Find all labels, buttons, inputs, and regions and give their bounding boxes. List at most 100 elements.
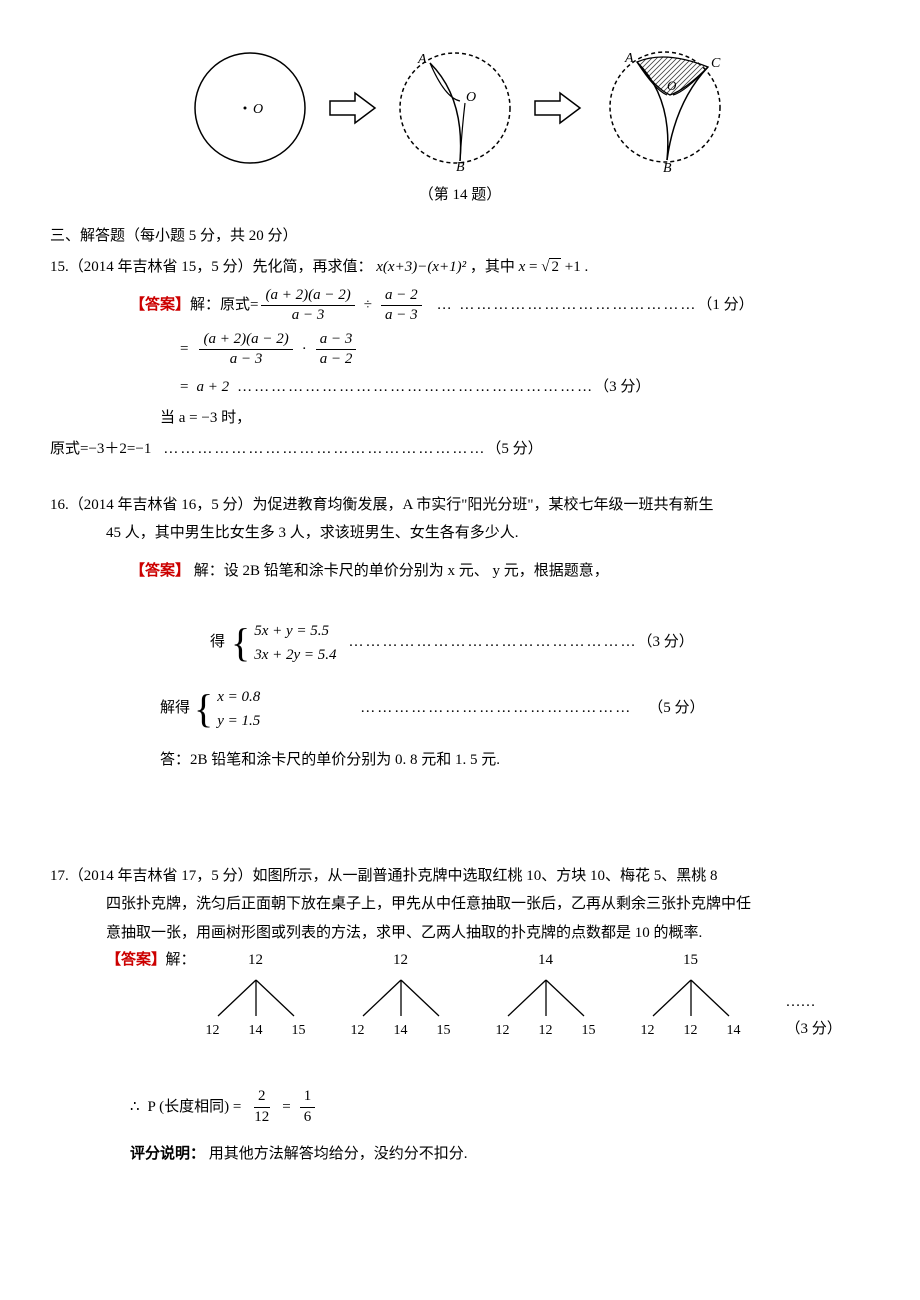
section-3-heading: 三、解答题（每小题 5 分，共 20 分）: [50, 224, 870, 245]
label-o: O: [253, 102, 263, 117]
q16-solve-dots: …………………………………………: [360, 695, 632, 722]
q15-prefix: 15.（2014 年吉林省 15，5 分）先化简，再求值：: [50, 259, 373, 275]
brace-icon-2: {: [194, 689, 213, 729]
circle-1-svg: O: [185, 43, 315, 173]
q15-score1: （1 分）: [697, 292, 753, 319]
q16-brace-content: 5x + y = 5.5 3x + 2y = 5.4: [254, 619, 336, 667]
q15-step3: = a + 2 ……………………………………………………… （3 分）: [50, 374, 870, 401]
q15-cond-prefix: ，其中: [470, 259, 519, 275]
tree-2: 12 12 14 15: [351, 947, 451, 1043]
tree-2-leaves: 12 14 15: [351, 1018, 451, 1043]
tree-3-leaves: 12 12 15: [496, 1018, 596, 1043]
answer-label-16: 【答案】: [130, 563, 190, 579]
tree-1-branches: [206, 978, 306, 1018]
q15-dots1: … ……………………………………: [437, 292, 698, 319]
q17-prob-frac1: 2 12: [250, 1087, 273, 1127]
arrow-1: [325, 83, 380, 133]
q15-eq2: =: [180, 336, 188, 363]
q17-prob-eq: =: [282, 1094, 290, 1121]
q17-prob-frac2: 1 6: [300, 1087, 316, 1127]
q16-sol1: x = 0.8: [217, 685, 260, 709]
q15-final-prefix: 原式=−3＋2=−1: [50, 436, 151, 463]
label-b-2: B: [456, 160, 465, 173]
q16-answer-text: 答：2B 铅笔和涂卡尺的单价分别为 0. 8 元和 1. 5 元.: [50, 747, 870, 774]
tree-1-top: 12: [248, 947, 263, 974]
q15-dots3: ………………………………………………………: [237, 374, 594, 401]
q15-div: ÷: [364, 292, 372, 319]
q16-sys-dots: ……………………………………………: [349, 629, 638, 656]
tree-diagram: 12 12 14 15 12: [206, 947, 870, 1043]
q16-solve-brace: { x = 0.8 y = 1.5: [194, 685, 260, 733]
q15-when: 当 a = −3 时，: [50, 405, 870, 432]
q16-sol2: y = 1.5: [217, 709, 260, 733]
q17-answer-row: 【答案】 解： 12 12 14 15 12: [50, 947, 870, 1043]
tree-3-top: 14: [538, 947, 553, 974]
q16-sys-label: 得: [210, 629, 225, 656]
brace-icon: {: [231, 623, 250, 663]
label-o-3: O: [667, 78, 677, 93]
q15-expr: x(x+3)−(x+1)²: [376, 259, 466, 275]
q15-cond-var: x: [519, 259, 526, 275]
q15-eq3: =: [180, 374, 188, 401]
tree-1-leaves: 12 14 15: [206, 1018, 306, 1043]
q17-probability: ∴ P (长度相同) = 2 12 = 1 6: [130, 1087, 870, 1127]
tree-4-top: 15: [683, 947, 698, 974]
q16-solve: 解得 { x = 0.8 y = 1.5 ………………………………………… （5…: [50, 685, 870, 733]
q15-step1: 【答案】 解：原式= (a + 2)(a − 2) a − 3 ÷ a − 2 …: [50, 286, 870, 326]
q17-line2: 四张扑克牌，洗匀后正面朝下放在桌子上，甲先从中任意抽取一张后，乙再从剩余三张扑克…: [50, 890, 870, 919]
circle-2-svg: A B O: [390, 43, 520, 173]
tree-1: 12 12 14 15: [206, 947, 306, 1043]
q16-solve-label: 解得: [160, 695, 190, 722]
q16-setup: 解：设 2B 铅笔和涂卡尺的单价分别为 x 元、 y 元，根据题意，: [194, 563, 609, 579]
tree-2-top: 12: [393, 947, 408, 974]
q17-line1: 17.（2014 年吉林省 17，5 分）如图所示，从一副普通扑克牌中选取红桃 …: [50, 862, 870, 891]
question-17: 17.（2014 年吉林省 17，5 分）如图所示，从一副普通扑克牌中选取红桃 …: [50, 862, 870, 1169]
q16-solve-score: （5 分）: [648, 695, 704, 722]
q17-remark: 评分说明： 用其他方法解答均给分，没约分不扣分.: [130, 1141, 870, 1168]
q15-cond-tail: +1 .: [565, 259, 588, 275]
q16-line2: 45 人，其中男生比女生多 3 人，求该班男生、女生各有多少人.: [50, 519, 870, 548]
q16-line1: 16.（2014 年吉林省 16，5 分）为促进教育均衡发展，A 市实行"阳光分…: [50, 491, 870, 520]
label-o-2: O: [466, 90, 476, 105]
question-16: 16.（2014 年吉林省 16，5 分）为促进教育均衡发展，A 市实行"阳光分…: [50, 491, 870, 774]
label-a-3: A: [624, 51, 634, 66]
q16-solve-content: x = 0.8 y = 1.5: [217, 685, 260, 733]
q16-brace: { 5x + y = 5.5 3x + 2y = 5.4: [231, 619, 337, 667]
answer-label-17: 【答案】: [106, 947, 166, 974]
figure-14-diagram: O A B O A C B O: [50, 40, 870, 175]
q15-step3-val: a + 2: [196, 374, 229, 401]
answer-label: 【答案】: [130, 292, 190, 319]
q15-frac1: (a + 2)(a − 2) a − 3: [261, 286, 354, 326]
tree-4: 15 12 12 14: [641, 947, 741, 1043]
q16-sys-score: （3 分）: [638, 629, 694, 656]
tree-4-leaves: 12 12 14: [641, 1018, 741, 1043]
remark-label: 评分说明：: [130, 1146, 205, 1162]
q15-frac2: a − 2 a − 3: [381, 286, 422, 326]
label-a-2: A: [417, 52, 427, 67]
q15-cond-eq: =: [529, 259, 541, 275]
q15-sqrt: 2: [541, 253, 561, 282]
question-15: 15.（2014 年吉林省 15，5 分）先化简，再求值： x(x+3)−(x+…: [50, 253, 870, 463]
circle-3-svg: A C B O: [595, 40, 735, 175]
q17-line3: 意抽取一张，用画树形图或列表的方法，求甲、乙两人抽取的扑克牌的点数都是 10 的…: [50, 919, 870, 948]
tree-3-branches: [496, 978, 596, 1018]
q15-frac4: a − 3 a − 2: [316, 330, 357, 370]
tree-2-branches: [351, 978, 451, 1018]
q15-step1-prefix: 解：原式=: [190, 292, 258, 319]
figure-caption: （第 14 题）: [50, 183, 870, 204]
therefore-symbol: ∴: [130, 1094, 140, 1121]
q16-system: 得 { 5x + y = 5.5 3x + 2y = 5.4 …………………………: [50, 619, 870, 667]
q15-frac3: (a + 2)(a − 2) a − 3: [199, 330, 292, 370]
arrow-2: [530, 83, 585, 133]
remark-text: 用其他方法解答均给分，没约分不扣分.: [209, 1146, 468, 1162]
q15-mul: ·: [302, 336, 307, 363]
q16-eq1: 5x + y = 5.5: [254, 619, 336, 643]
q15-score3: （3 分）: [594, 374, 650, 401]
q16-eq2: 3x + 2y = 5.4: [254, 643, 336, 667]
q15-final-dots: …………………………………………………: [163, 436, 486, 463]
tree-4-branches: [641, 978, 741, 1018]
q16-answer-line: 【答案】 解：设 2B 铅笔和涂卡尺的单价分别为 x 元、 y 元，根据题意，: [50, 558, 870, 585]
q15-final: 原式=−3＋2=−1 ………………………………………………… （5 分）: [50, 436, 870, 463]
label-c-3: C: [711, 56, 721, 71]
q17-prob-label: P (长度相同) =: [148, 1094, 242, 1121]
